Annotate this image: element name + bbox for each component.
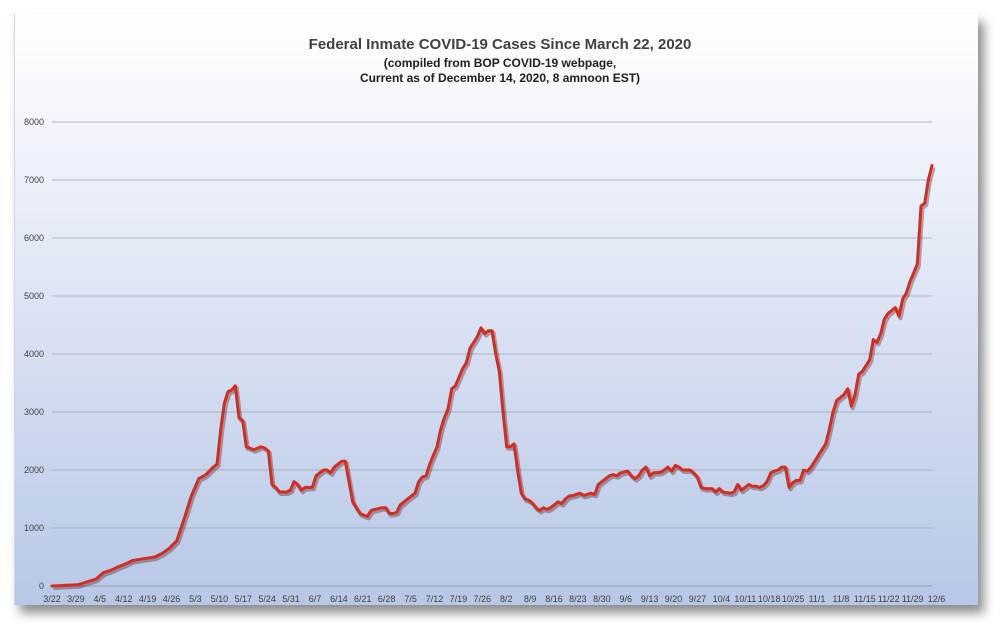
series-line-shadow xyxy=(53,167,936,590)
x-tick-label: 11/22 xyxy=(878,594,900,604)
x-tick-label: 5/17 xyxy=(234,594,252,604)
x-tick-label: 5/3 xyxy=(189,594,202,604)
x-tick-label: 10/4 xyxy=(713,594,731,604)
series-line xyxy=(50,164,934,588)
x-tick-label: 4/19 xyxy=(139,594,157,604)
y-tick-label: 1000 xyxy=(24,523,44,533)
x-tick-label: 9/13 xyxy=(641,594,659,604)
series-group xyxy=(50,164,936,590)
chart-frame xyxy=(14,14,978,605)
x-tick-label: 8/16 xyxy=(545,594,563,604)
x-tick-label: 11/1 xyxy=(809,594,826,604)
x-tick-label: 7/5 xyxy=(404,594,417,604)
x-tick-label: 8/23 xyxy=(569,594,587,604)
x-tick-label: 8/2 xyxy=(500,594,513,604)
x-tick-label: 10/18 xyxy=(758,594,781,604)
x-tick-label: 7/26 xyxy=(474,594,492,604)
y-tick-label: 7000 xyxy=(24,175,44,185)
x-tick-label: 6/28 xyxy=(378,594,396,604)
x-tick-label: 4/12 xyxy=(115,594,133,604)
x-tick-label: 9/6 xyxy=(620,594,633,604)
x-tick-label: 4/26 xyxy=(163,594,181,604)
x-tick-label: 7/19 xyxy=(450,594,468,604)
x-tick-label: 3/29 xyxy=(67,594,85,604)
x-axis-ticks: 3/22 3/29 4/5 4/12 4/19 4/26 5/3 5/10 5/17 5/24 5/… xyxy=(43,594,945,604)
x-tick-label: 10/11 xyxy=(734,594,756,604)
x-tick-label: 6/21 xyxy=(354,594,372,604)
x-tick-label: 5/10 xyxy=(211,594,229,604)
x-tick-label: 6/7 xyxy=(309,594,322,604)
x-tick-label: 10/25 xyxy=(782,594,805,604)
x-tick-label: 7/12 xyxy=(426,594,444,604)
y-tick-label: 0 xyxy=(39,581,44,591)
x-tick-label: 11/15 xyxy=(854,594,876,604)
x-tick-label: 9/27 xyxy=(689,594,707,604)
x-tick-label: 12/6 xyxy=(928,594,946,604)
y-tick-label: 6000 xyxy=(24,233,44,243)
y-tick-label: 5000 xyxy=(24,291,44,301)
y-axis-ticks: 0 1000 2000 3000 4000 5000 6000 7000 8000 xyxy=(24,117,44,591)
x-tick-label: 3/22 xyxy=(43,594,61,604)
x-tick-label: 5/24 xyxy=(258,594,276,604)
x-tick-label: 11/29 xyxy=(902,594,924,604)
y-tick-label: 3000 xyxy=(24,407,44,417)
x-tick-label: 5/31 xyxy=(282,594,300,604)
y-tick-label: 8000 xyxy=(24,117,44,127)
x-tick-label: 8/30 xyxy=(593,594,611,604)
x-tick-label: 8/9 xyxy=(524,594,537,604)
y-tick-label: 2000 xyxy=(24,465,44,475)
x-tick-label: 11/8 xyxy=(832,594,849,604)
x-tick-label: 4/5 xyxy=(94,594,107,604)
x-tick-label: 9/20 xyxy=(665,594,683,604)
y-tick-label: 4000 xyxy=(24,349,44,359)
chart-subtitle-line1: (compiled from BOP COVID-19 webpage, xyxy=(384,56,617,70)
x-tick-label: 6/14 xyxy=(330,594,348,604)
chart-title: Federal Inmate COVID-19 Cases Since Marc… xyxy=(309,36,692,53)
chart-subtitle-line2: Current as of December 14, 2020, 8 amnoo… xyxy=(360,71,640,85)
